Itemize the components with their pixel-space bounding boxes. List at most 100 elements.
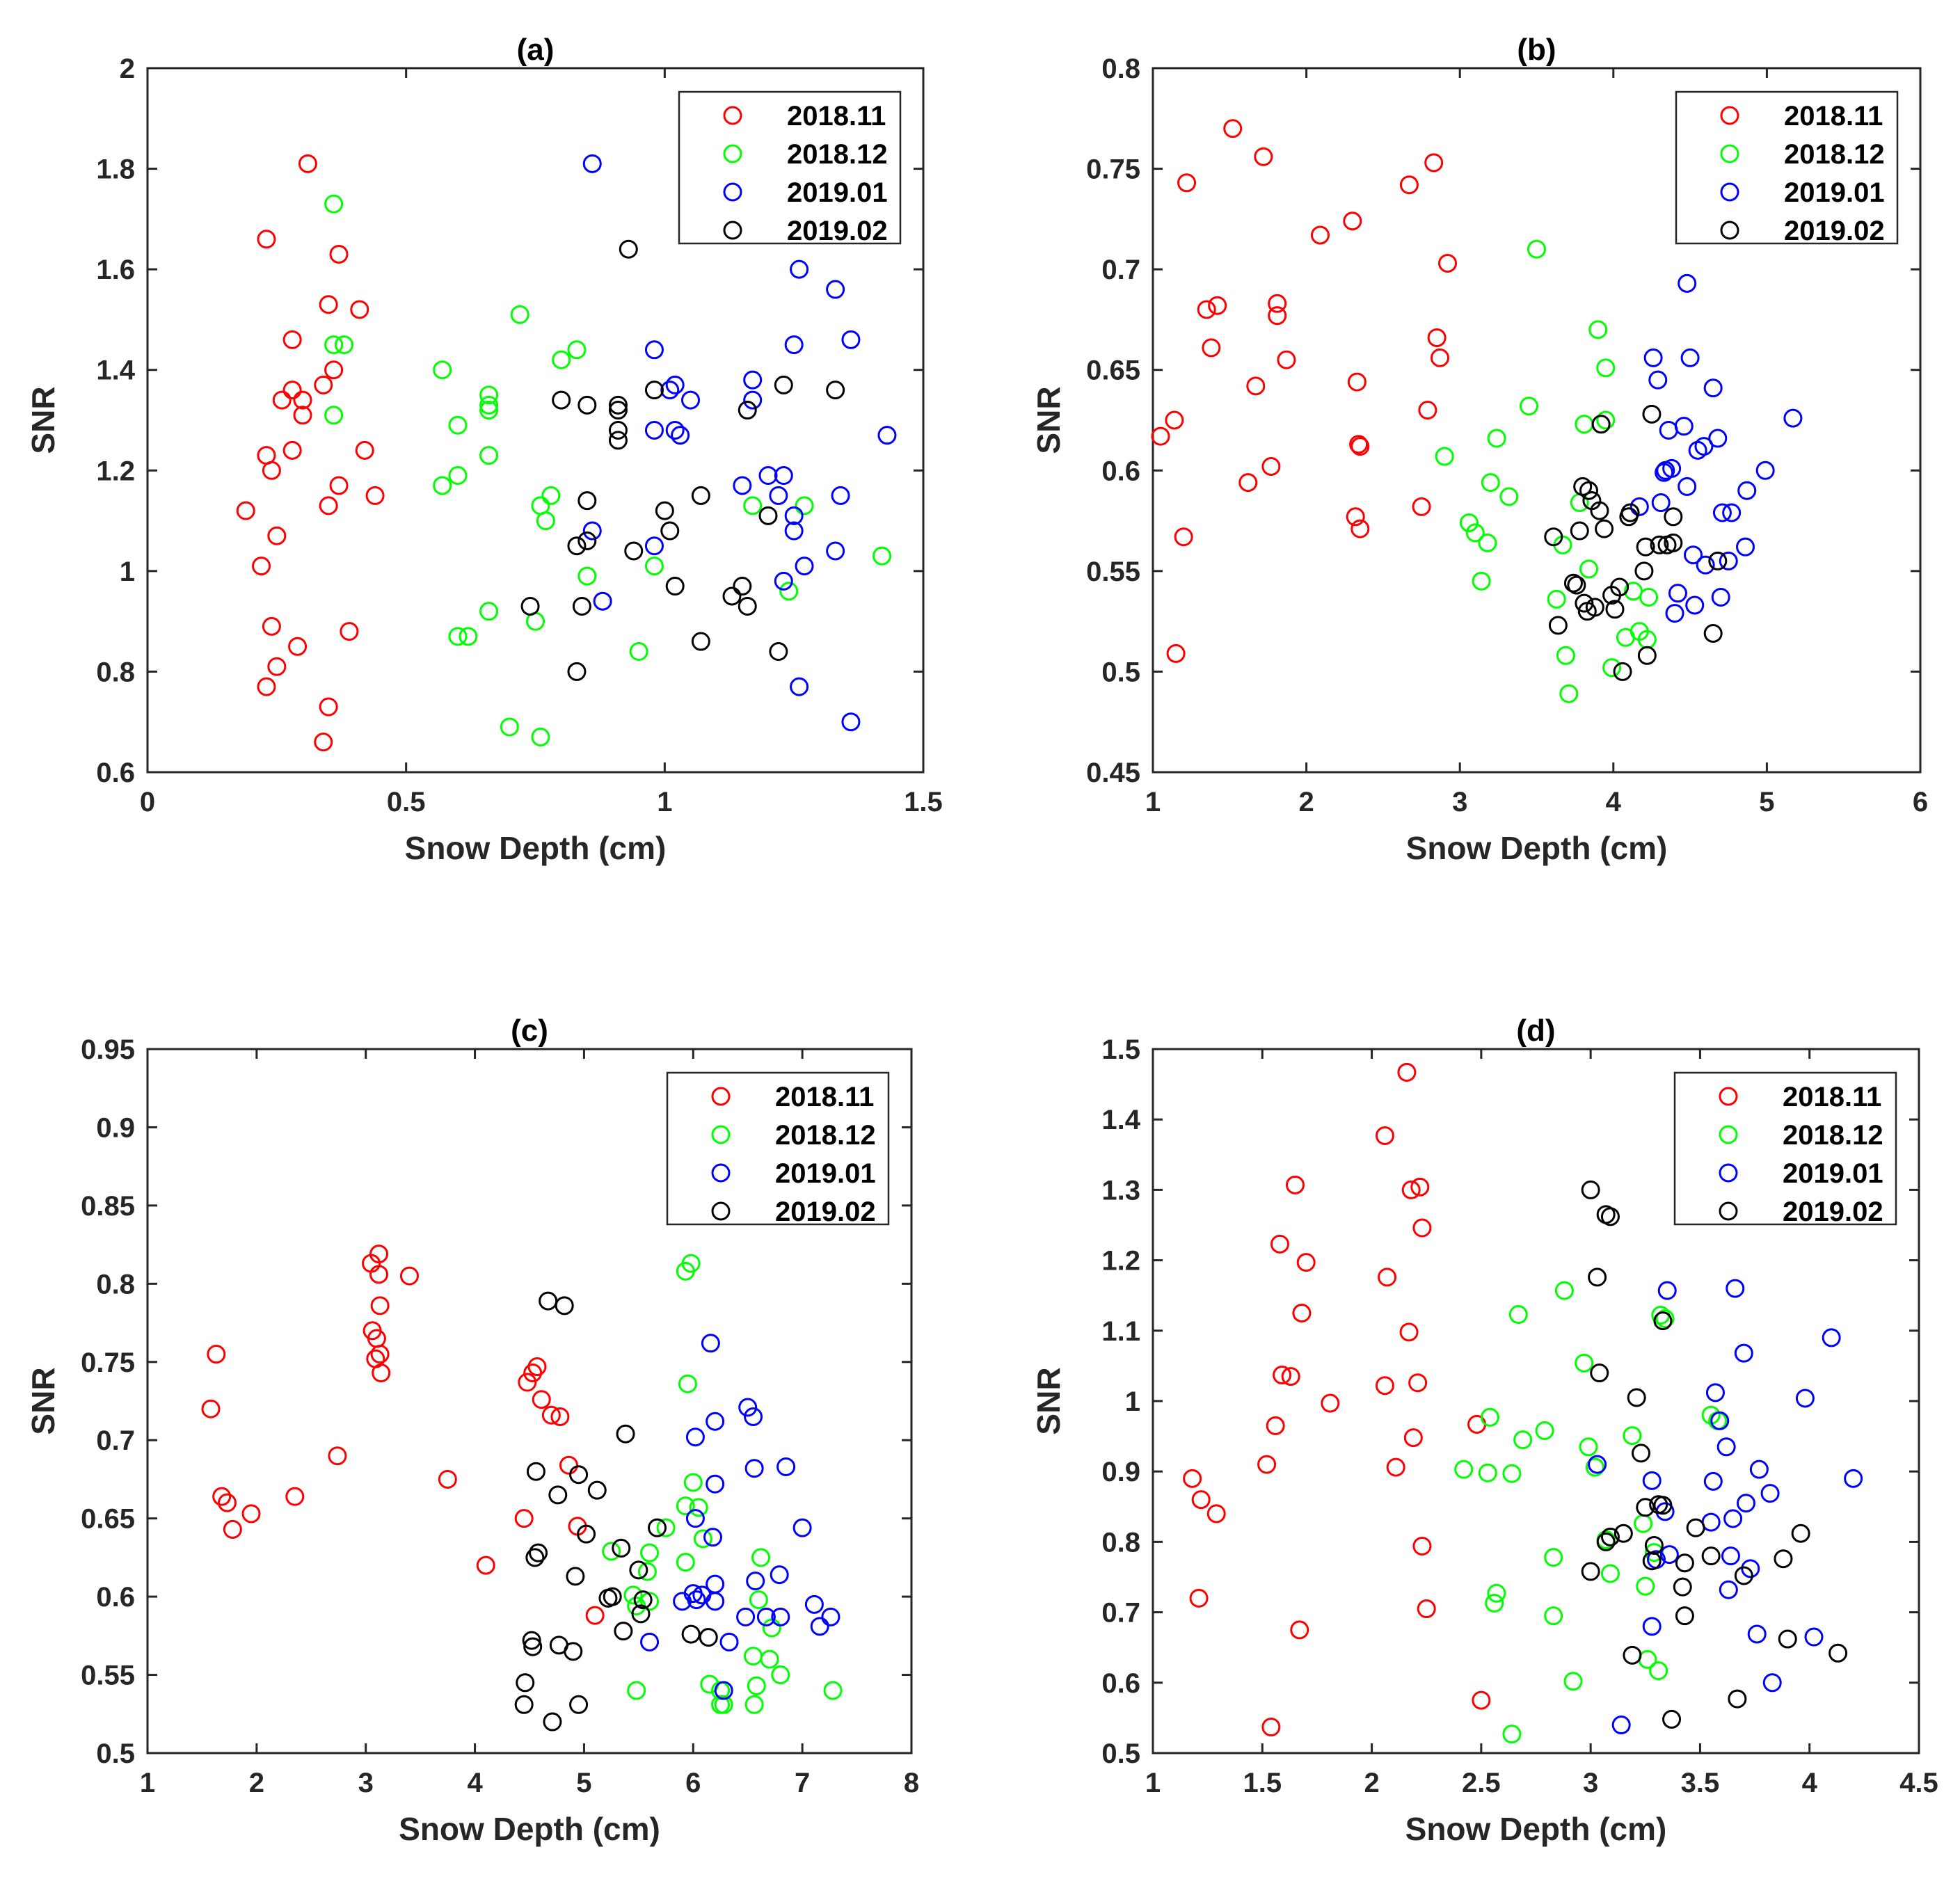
scatter-point <box>500 717 519 737</box>
y-tick-label: 0.7 <box>1101 255 1140 285</box>
scatter-point <box>1487 429 1506 448</box>
scatter-point <box>1716 1437 1736 1457</box>
scatter-point <box>1648 370 1668 390</box>
scatter-point <box>525 1548 545 1567</box>
scatter-point <box>1465 523 1485 543</box>
scatter-point <box>784 506 804 525</box>
scatter-point <box>1285 1175 1305 1194</box>
scatter-point <box>1418 401 1437 420</box>
scatter-point <box>1266 1416 1285 1435</box>
scatter-point <box>262 461 281 480</box>
scatter-point <box>873 546 892 566</box>
scatter-point <box>1726 1279 1745 1298</box>
scatter-point <box>691 632 710 651</box>
scatter-point <box>1401 1180 1421 1199</box>
scatter-point <box>324 194 344 214</box>
scatter-point <box>1375 1126 1394 1145</box>
legend: 2018.11 2018.12 2019.01 2019.02 <box>666 1071 890 1227</box>
x-axis-title: Snow Depth (cm) <box>1405 1811 1667 1847</box>
scatter-point <box>1736 537 1755 557</box>
scatter-point <box>577 566 597 586</box>
scatter-point <box>1708 429 1728 448</box>
scatter-point <box>1559 684 1579 703</box>
scatter-point <box>1519 397 1538 416</box>
scatter-point <box>1596 410 1616 430</box>
scatter-point <box>1642 1471 1662 1490</box>
scatter-point <box>1600 1564 1620 1583</box>
chart-panel-0: 0 0.5 1 1.5 0.6 0.8 1 1.2 1.4 1.6 1.8 2 (a) Snow Dept… <box>25 33 943 866</box>
scatter-point <box>1791 1524 1810 1543</box>
x-axis-title: Snow Depth (cm) <box>1406 830 1668 866</box>
scatter-point <box>1828 1643 1848 1663</box>
scatter-point <box>627 1681 646 1700</box>
scatter-point <box>567 536 587 556</box>
scatter-point <box>1585 1457 1604 1477</box>
scatter-point <box>804 1594 824 1614</box>
scatter-point <box>1270 1234 1289 1254</box>
scatter-point <box>689 1498 708 1517</box>
scatter-point <box>1701 1512 1721 1532</box>
x-tick-label: 2 <box>1298 787 1314 817</box>
series-2019.01 <box>582 154 897 732</box>
scatter-point <box>1719 1580 1738 1599</box>
y-tick-label: 0.5 <box>96 1738 135 1769</box>
legend-marker <box>711 1163 731 1183</box>
scatter-point <box>1636 1498 1655 1517</box>
scatter-point <box>826 381 845 400</box>
scatter-point <box>1822 1328 1841 1348</box>
scatter-point <box>1595 519 1614 538</box>
scatter-point <box>1600 1207 1620 1226</box>
scatter-point <box>324 360 344 380</box>
plot-area-frame <box>146 1048 913 1754</box>
scatter-point <box>701 1334 720 1353</box>
scatter-point <box>706 1474 725 1494</box>
scatter-point <box>790 259 809 279</box>
scatter-point <box>527 1357 547 1377</box>
legend-marker <box>723 144 742 163</box>
y-axis-title: SNR <box>1030 1367 1067 1434</box>
scatter-point <box>629 1560 648 1580</box>
y-tick-label: 1.4 <box>1101 1105 1140 1135</box>
scatter-point <box>201 1399 221 1418</box>
scatter-point <box>665 420 685 440</box>
scatter-point <box>751 1548 771 1567</box>
scatter-point <box>1774 1549 1793 1569</box>
scatter-point <box>1427 328 1447 347</box>
legend-label: 2019.02 <box>775 1197 876 1227</box>
scatter-point <box>1634 1514 1653 1533</box>
scatter-point <box>1636 1576 1655 1596</box>
scatter-point <box>1668 584 1687 603</box>
scatter-point <box>314 733 333 752</box>
scatter-point <box>448 415 468 435</box>
scatter-point <box>1678 477 1697 496</box>
y-tick-label: 0.7 <box>1101 1598 1140 1629</box>
scatter-point <box>585 1606 605 1625</box>
scatter-point <box>282 330 302 349</box>
scatter-point <box>644 381 664 400</box>
y-tick-label: 0.8 <box>1101 54 1140 84</box>
scatter-point <box>1600 1527 1620 1546</box>
scatter-point <box>685 1428 705 1447</box>
scatter-point <box>743 496 763 515</box>
y-tick-label: 0.75 <box>81 1348 135 1378</box>
series-2019.02 <box>1544 404 1728 681</box>
scatter-point <box>656 1518 676 1537</box>
scatter-point <box>1499 487 1519 506</box>
legend-marker <box>1719 1125 1738 1144</box>
scatter-point <box>262 616 281 636</box>
x-tick-label: 1.5 <box>904 787 943 817</box>
scatter-point <box>1349 435 1369 454</box>
scatter-point <box>1386 1457 1405 1477</box>
scatter-point <box>1613 662 1632 681</box>
scatter-point <box>771 1607 790 1626</box>
x-axis-title: Snow Depth (cm) <box>405 830 667 866</box>
scatter-point <box>1351 437 1370 456</box>
scatter-point <box>567 662 587 681</box>
scatter-point <box>1412 1536 1432 1556</box>
scatter-point <box>640 1543 660 1562</box>
scatter-point <box>569 1465 589 1485</box>
scatter-point <box>1579 1437 1598 1457</box>
chart-title: (c) <box>511 1014 548 1048</box>
scatter-point <box>369 1265 389 1284</box>
